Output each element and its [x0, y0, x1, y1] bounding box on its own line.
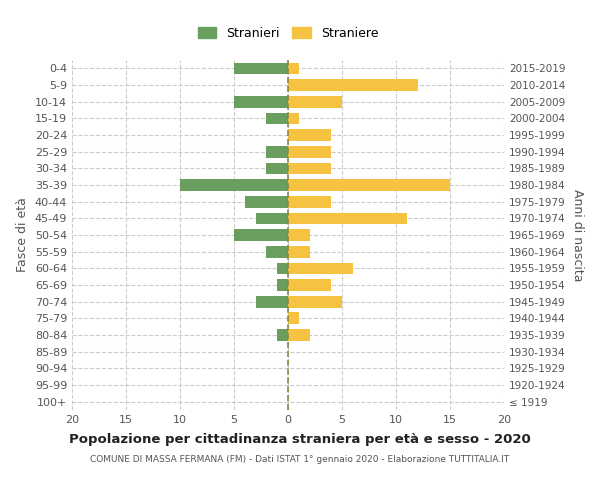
Bar [288, 296, 342, 308]
Bar [288, 196, 331, 207]
Bar [245, 196, 288, 207]
Bar [277, 279, 288, 291]
Bar [288, 79, 418, 91]
Bar [288, 212, 407, 224]
Bar [288, 96, 342, 108]
Bar [266, 112, 288, 124]
Bar [288, 62, 299, 74]
Bar [234, 96, 288, 108]
Bar [288, 179, 450, 191]
Bar [288, 229, 310, 241]
Y-axis label: Fasce di età: Fasce di età [16, 198, 29, 272]
Bar [288, 279, 331, 291]
Bar [234, 229, 288, 241]
Bar [288, 129, 331, 141]
Y-axis label: Anni di nascita: Anni di nascita [571, 188, 584, 281]
Bar [288, 312, 299, 324]
Text: COMUNE DI MASSA FERMANA (FM) - Dati ISTAT 1° gennaio 2020 - Elaborazione TUTTITA: COMUNE DI MASSA FERMANA (FM) - Dati ISTA… [91, 455, 509, 464]
Bar [234, 62, 288, 74]
Bar [266, 246, 288, 258]
Bar [288, 146, 331, 158]
Bar [288, 112, 299, 124]
Bar [180, 179, 288, 191]
Bar [256, 212, 288, 224]
Bar [266, 146, 288, 158]
Bar [288, 262, 353, 274]
Bar [288, 329, 310, 341]
Bar [288, 246, 310, 258]
Text: Popolazione per cittadinanza straniera per età e sesso - 2020: Popolazione per cittadinanza straniera p… [69, 432, 531, 446]
Bar [288, 162, 331, 174]
Bar [256, 296, 288, 308]
Bar [266, 162, 288, 174]
Bar [277, 329, 288, 341]
Legend: Stranieri, Straniere: Stranieri, Straniere [191, 20, 385, 46]
Bar [277, 262, 288, 274]
